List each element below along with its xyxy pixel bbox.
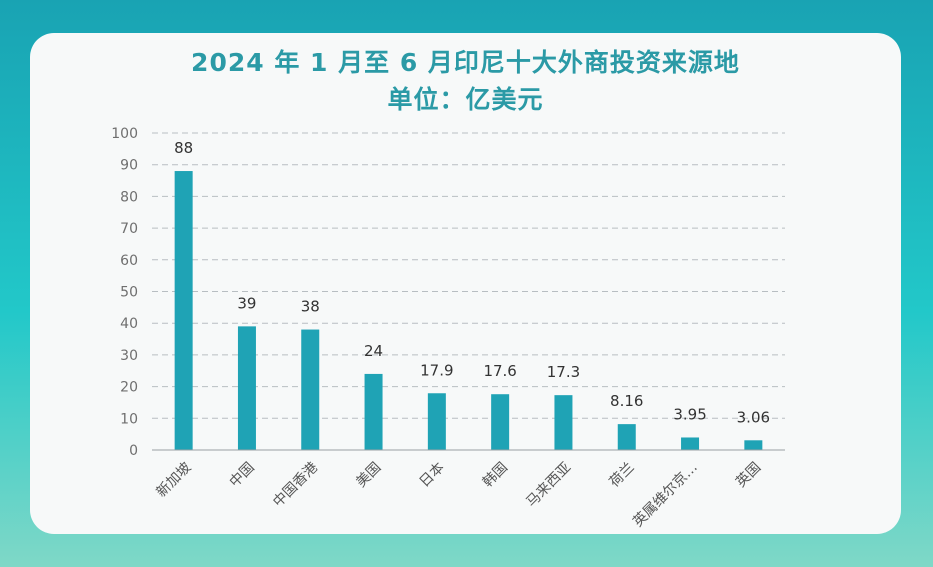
y-tick-label: 30 <box>120 348 138 364</box>
gridlines <box>152 132 785 419</box>
bar <box>237 326 256 450</box>
y-tick-label: 50 <box>120 285 138 301</box>
data-label: 38 <box>301 298 320 316</box>
y-axis: 0 10 20 30 40 50 60 70 80 90 100 <box>111 126 138 459</box>
x-tick-label: 荷兰 <box>606 460 637 491</box>
bar <box>427 393 446 450</box>
data-label: 8.16 <box>610 392 643 410</box>
y-tick-label: 90 <box>120 158 138 174</box>
data-label: 17.6 <box>483 362 516 380</box>
y-tick-label: 20 <box>120 380 138 396</box>
data-label: 24 <box>364 342 383 360</box>
data-label: 3.95 <box>673 405 706 423</box>
x-tick-label: 日本 <box>417 460 448 491</box>
data-labels: 88 39 38 24 17.9 17.6 17.3 8.16 3.95 3.06 <box>174 139 770 426</box>
y-tick-label: 70 <box>120 221 138 237</box>
bar <box>364 373 383 450</box>
bar <box>491 394 510 450</box>
x-tick-label: 英国 <box>732 459 764 491</box>
y-tick-label: 40 <box>120 316 138 332</box>
bar <box>301 329 320 450</box>
x-tick-label: 美国 <box>353 460 384 491</box>
y-tick-label: 100 <box>111 126 138 142</box>
x-tick-label: 马来西亚 <box>523 460 574 511</box>
bar <box>617 424 636 450</box>
y-tick-label: 80 <box>120 189 138 205</box>
x-tick-label: 中国 <box>227 460 258 491</box>
x-tick-label: 英属维尔京… <box>629 459 700 530</box>
bar <box>681 437 700 450</box>
data-label: 17.9 <box>420 361 453 379</box>
data-label: 3.06 <box>737 408 770 426</box>
y-tick-label: 60 <box>120 253 138 269</box>
y-tick-label: 10 <box>120 411 138 427</box>
chart-title: 2024 年 1 月至 6 月印尼十大外商投资来源地 <box>191 48 740 77</box>
bars <box>174 171 763 451</box>
x-tick-label: 中国香港 <box>270 460 321 511</box>
bar <box>554 395 573 450</box>
data-label: 88 <box>174 139 193 157</box>
bar <box>744 440 763 450</box>
x-tick-label: 韩国 <box>480 460 511 491</box>
bar <box>174 171 193 451</box>
x-tick-label: 新加坡 <box>153 460 194 501</box>
y-tick-label: 0 <box>129 443 138 459</box>
chart-subtitle: 单位：亿美元 <box>387 85 544 114</box>
data-label: 39 <box>237 294 256 312</box>
data-label: 17.3 <box>547 363 580 381</box>
